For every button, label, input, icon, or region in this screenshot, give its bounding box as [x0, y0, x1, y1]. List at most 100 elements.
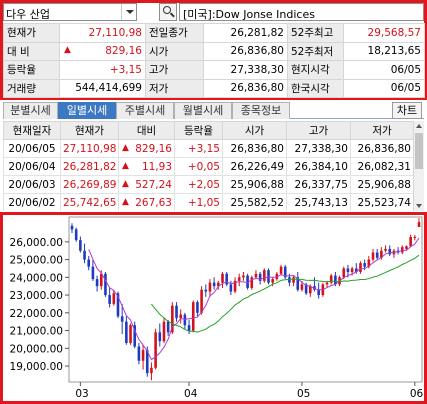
column-header[interactable]: 현재가	[60, 121, 119, 140]
vertical-scrollbar[interactable]	[413, 121, 424, 211]
cell-text: 26,269,89	[63, 178, 117, 191]
candle-body	[233, 280, 237, 292]
summary-value-text: +3,15	[109, 63, 142, 76]
value-volume: 544,414,699	[59, 78, 146, 98]
table-row[interactable]: 20/06/04 26,281,82 ▲ 11,93 +0,05 26,226,49 26,…	[3, 157, 414, 176]
value-high: 27,338,30	[203, 60, 288, 80]
cell-text: 20/06/02	[8, 196, 56, 209]
value-local-time: 06/05	[343, 60, 425, 80]
candle-body	[409, 237, 412, 247]
value-52w-high: 29,568,57	[343, 23, 425, 43]
candle-body	[187, 325, 191, 331]
candle-body	[400, 247, 404, 253]
summary-value-text: 26,281,82	[230, 26, 284, 39]
candle-body	[246, 275, 249, 288]
scroll-up-icon[interactable]	[416, 124, 422, 128]
tab-weekly[interactable]: 주별시세	[116, 102, 174, 119]
cell-low: 25,523,74	[350, 193, 414, 211]
market-select-value: 다우 산업	[6, 8, 50, 21]
candle-body	[242, 275, 245, 278]
candle-body	[129, 325, 132, 343]
cell-text: 26,281,82	[63, 160, 117, 173]
value-52w-low: 18,213,65	[343, 41, 425, 61]
cell-date: 20/06/05	[3, 139, 61, 158]
y-tick-label: 23,000.00	[10, 290, 63, 302]
column-header[interactable]: 시가	[222, 121, 287, 140]
summary-value-text: 27,338,30	[230, 63, 284, 76]
candle-body	[325, 282, 329, 285]
cell-text: 27,110,98	[63, 142, 117, 155]
plot-area	[68, 216, 423, 383]
candle-body	[371, 252, 375, 260]
column-header[interactable]: 저가	[350, 121, 414, 140]
scroll-down-icon[interactable]	[416, 204, 422, 208]
candle-body	[87, 259, 91, 267]
chart-frame	[0, 212, 427, 404]
column-header[interactable]: 대비	[118, 121, 175, 140]
y-tick-label: 19,000.00	[10, 361, 63, 373]
label-change-rate: 등락율	[3, 60, 60, 80]
market-select[interactable]: 다우 산업	[3, 3, 137, 21]
summary-value-text: 26,836,80	[230, 82, 284, 95]
candle-body	[250, 277, 254, 288]
cell-date: 20/06/03	[3, 175, 61, 194]
cell-text: 527,24	[135, 178, 172, 191]
chevron-down-icon[interactable]	[121, 4, 136, 20]
x-tick-label: 04	[184, 388, 198, 400]
candle-body	[200, 289, 203, 313]
table-row[interactable]: 20/06/03 26,269,89 ▲ 527,24 +2,05 25,906,88 26…	[3, 175, 414, 194]
y-tick-label: 20,000.00	[10, 343, 63, 355]
candle-body	[79, 240, 82, 251]
candle-body	[91, 266, 95, 280]
candle-body	[237, 277, 241, 281]
cell-low: 26,836,80	[350, 139, 414, 158]
tab-minute[interactable]: 분별시세	[3, 102, 58, 119]
cell-rate: +2,05	[174, 175, 223, 194]
label-change: 대 비	[3, 41, 60, 61]
chart-button[interactable]: 차트	[392, 102, 422, 119]
tab-monthly[interactable]: 월별시세	[174, 102, 232, 119]
label-prev-close: 전일종가	[145, 23, 204, 43]
candle-body	[288, 277, 291, 283]
cell-price: 27,110,98	[60, 139, 119, 158]
cell-text: 27,338,30	[294, 142, 348, 155]
value-change-rate: +3,15	[59, 60, 146, 80]
cell-price: 25,742,65	[60, 193, 119, 211]
scroll-thumb[interactable]	[415, 133, 423, 169]
cell-rate: +3,15	[174, 139, 223, 158]
candlestick-chart: 26,000.00 25,000.00 24,000.00 23,000.00 22,0…	[3, 215, 424, 401]
candle-body	[208, 282, 212, 292]
candle-body	[283, 266, 287, 278]
candle-body	[166, 321, 170, 333]
summary-value-text: 544,414,699	[75, 82, 142, 95]
candle-body	[258, 273, 262, 281]
candle-body	[388, 248, 392, 255]
candle-body	[317, 289, 320, 296]
candle-body	[179, 314, 182, 319]
table-row[interactable]: 20/06/02 25,742,65 ▲ 267,63 +1,05 25,582,52 25…	[3, 193, 414, 211]
candle-body	[120, 316, 124, 322]
search-icon	[163, 6, 171, 14]
table-row[interactable]: 20/06/05 27,110,98 ▲ 829,16 +3,15 26,836,80 27…	[3, 139, 414, 158]
column-header[interactable]: 현재일자	[3, 121, 61, 140]
cell-date: 20/06/04	[3, 157, 61, 176]
search-button[interactable]	[159, 3, 177, 21]
tab-daily[interactable]: 일별시세	[58, 102, 116, 119]
candle-body	[217, 282, 220, 287]
tab-bar: 분별시세 일별시세 주별시세 월별시세 종목정보 차트	[3, 102, 424, 119]
cell-change: ▲ 527,24	[118, 175, 175, 194]
column-header[interactable]: 등락율	[174, 121, 223, 140]
cell-text: +1,05	[187, 196, 220, 209]
candle-body	[137, 346, 141, 361]
x-tick-label: 05	[297, 388, 310, 400]
cell-high: 27,338,30	[286, 139, 351, 158]
candle-body	[95, 279, 99, 287]
cell-text: 25,742,65	[63, 196, 117, 209]
column-header[interactable]: 고가	[286, 121, 351, 140]
label-52w-high: 52주최고	[287, 23, 344, 43]
cell-text: 25,743,13	[294, 196, 348, 209]
tab-stock-info[interactable]: 종목정보	[232, 102, 290, 119]
value-korea-time: 06/05	[343, 78, 425, 98]
summary-row: 현재가 27,110,98 전일종가 26,281,82 52주최고 29,568,57	[3, 23, 425, 43]
cell-change: ▲ 267,63	[118, 193, 175, 211]
